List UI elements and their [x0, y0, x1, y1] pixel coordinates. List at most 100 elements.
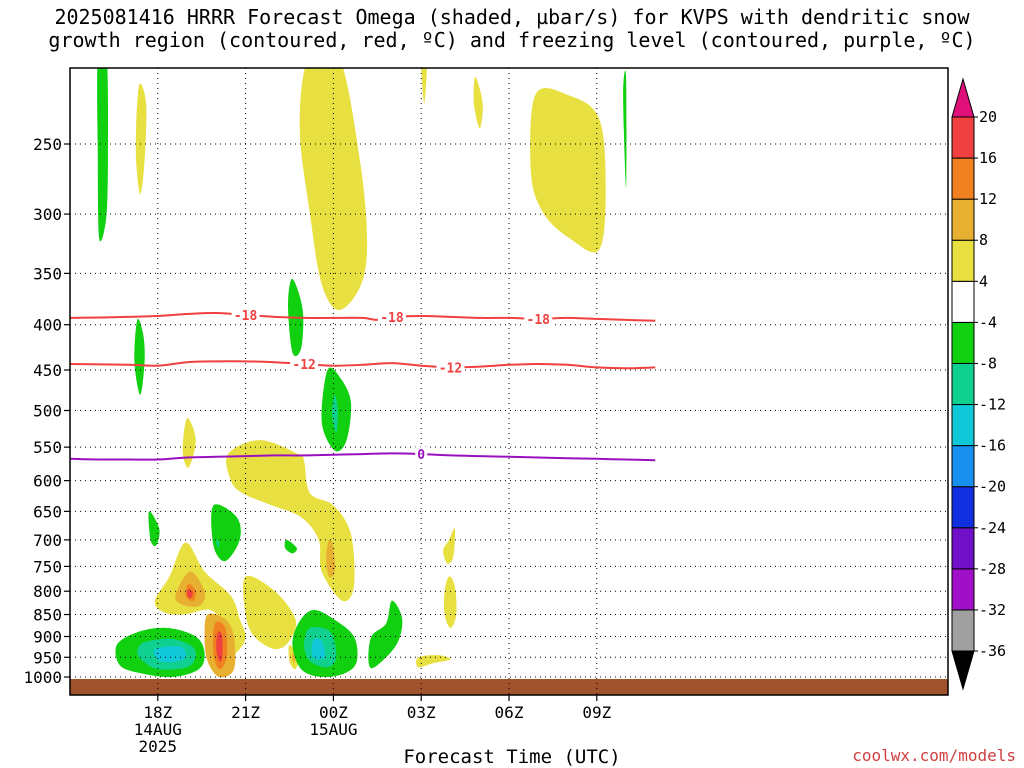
xtick-label-09Z: 09Z — [582, 703, 611, 722]
ytick-label-400: 400 — [33, 316, 62, 335]
colorbar-label-16: 16 — [979, 149, 997, 167]
contours: -18 -18 -18 -12 -12 0 — [70, 307, 656, 463]
ytick-label-500: 500 — [33, 402, 62, 421]
contour-label-bg — [436, 360, 465, 375]
omega-region-neg-upper-A — [97, 68, 109, 242]
colorbar-label--20: -20 — [979, 478, 1006, 496]
ground-surface — [70, 679, 948, 695]
ytick-label-700: 700 — [33, 531, 62, 550]
colorbar-label--12: -12 — [979, 396, 1006, 414]
xtick-label-06Z: 06Z — [495, 703, 524, 722]
colorbar-box-4-8 — [951, 239, 975, 282]
omega-region-green-20Z — [211, 504, 241, 562]
colorbar-label--28: -28 — [979, 560, 1006, 578]
colorbar-box--24--20 — [951, 486, 975, 529]
chart-title: 2025081416 HRRR Forecast Omega (shaded, … — [0, 6, 1024, 52]
colorbar-box--32--28 — [951, 568, 975, 611]
ytick-label-850: 850 — [33, 606, 62, 625]
omega-region-yellow-08Z — [530, 87, 606, 253]
title-line-2: growth region (contoured, red, ºC) and f… — [48, 28, 976, 52]
contour-label--18: -18 — [234, 309, 258, 324]
contour-label--12: -12 — [292, 358, 315, 373]
omega-region-yellow-04Z-a — [443, 528, 456, 564]
contour-line-0 — [70, 452, 656, 462]
omega-region-yellow-04Z-b — [443, 576, 457, 628]
colorbar-box--28--24 — [951, 527, 975, 570]
omega-region-yellow-03Z-low — [416, 655, 451, 668]
contour-line--12 — [70, 360, 656, 370]
contour-label-bg — [415, 447, 428, 462]
ytick-label-900: 900 — [33, 627, 62, 646]
ytick-label-550: 550 — [33, 438, 62, 457]
omega-shading — [97, 68, 627, 678]
omega-region-red-19Z — [187, 588, 193, 599]
colorbar-bottom-arrow — [951, 650, 975, 691]
colorbar-label--16: -16 — [979, 437, 1006, 455]
omega-region-green-17Z — [148, 511, 160, 547]
omega-region-green-lower-A — [134, 318, 145, 395]
ytick-label-450: 450 — [33, 361, 62, 380]
omega-region-pos-upper-A — [135, 83, 147, 195]
ytick-label-800: 800 — [33, 582, 62, 601]
colorbar-label-20: 20 — [979, 108, 997, 126]
contour-label--18: -18 — [527, 313, 551, 328]
contour-label--12: -12 — [439, 361, 462, 376]
xtick-label-00Z: 00Z — [319, 703, 348, 722]
colorbar-box-16-20 — [951, 116, 975, 159]
colorbar-label--32: -32 — [979, 601, 1006, 619]
ytick-label-950: 950 — [33, 648, 62, 667]
omega-region-cyan-23Z-low — [311, 638, 326, 660]
omega-region-yellow-19Z-mid — [182, 417, 196, 468]
colorbar-label--8: -8 — [979, 354, 997, 372]
title-line-1: 2025081416 HRRR Forecast Omega (shaded, … — [54, 5, 970, 29]
x-axis-label: Forecast Time (UTC) — [403, 746, 621, 768]
omega-region-green-02Z-low — [368, 600, 403, 669]
ytick-label-350: 350 — [33, 264, 62, 283]
ytick-label-750: 750 — [33, 557, 62, 576]
colorbar-label-12: 12 — [979, 190, 997, 208]
omega-region-orange-00Z-lower — [326, 539, 336, 578]
xtick-label-03Z: 03Z — [407, 703, 436, 722]
contour-label-bg — [290, 356, 319, 371]
credit-link[interactable]: coolwx.com/models — [852, 746, 1016, 765]
colorbar-label-4: 4 — [979, 272, 988, 290]
contour-line--18 — [70, 311, 656, 322]
colorbar-label--24: -24 — [979, 519, 1006, 537]
contour-label-0: 0 — [417, 448, 425, 463]
colorbar-box-8-12 — [951, 198, 975, 241]
colorbar-box-12-16 — [951, 157, 975, 200]
ytick-label-600: 600 — [33, 472, 62, 491]
omega-region-cyan-18Z-low — [153, 646, 187, 663]
ytick-label-300: 300 — [33, 205, 62, 224]
xtick-label-21Z: 21Z — [231, 703, 260, 722]
omega-region-yellow-03Z-top — [421, 68, 427, 104]
ytick-label-650: 650 — [33, 502, 62, 521]
ytick-label-1000: 1000 — [23, 668, 62, 687]
contour-label-bg — [377, 309, 406, 324]
omega-region-green-22Z-small — [284, 539, 297, 554]
xtick-date-15AUG: 15AUG — [309, 720, 357, 739]
colorbar-top-arrow — [951, 77, 975, 118]
colorbar-box--8--4 — [951, 321, 975, 364]
colorbar-box--4-4 — [951, 280, 975, 323]
omega-region-green-right-edge — [623, 70, 627, 188]
omega-region-teal-20Z — [216, 539, 220, 549]
colorbar-box--36--32 — [951, 609, 975, 652]
contour-label-bg — [524, 311, 553, 326]
omega-region-red-20Z — [216, 631, 223, 662]
colorbar-box--16--12 — [951, 404, 975, 447]
xtick-year-2025: 2025 — [139, 737, 178, 756]
ytick-label-250: 250 — [33, 135, 62, 154]
omega-region-yellow-21Z-low — [243, 575, 297, 650]
colorbar-label--36: -36 — [979, 642, 1006, 660]
omega-region-yellow-05Z-top — [473, 77, 483, 129]
xtick-date-14AUG: 14AUG — [134, 720, 182, 739]
colorbar-label--4: -4 — [979, 313, 997, 331]
omega-region-yellow-21Z-midbig — [226, 440, 355, 602]
contour-label-bg — [231, 307, 260, 322]
colorbar-label-8: 8 — [979, 231, 988, 249]
colorbar-box--12--8 — [951, 362, 975, 406]
colorbar-box--20--16 — [951, 445, 975, 488]
contour-label--18: -18 — [380, 311, 404, 326]
